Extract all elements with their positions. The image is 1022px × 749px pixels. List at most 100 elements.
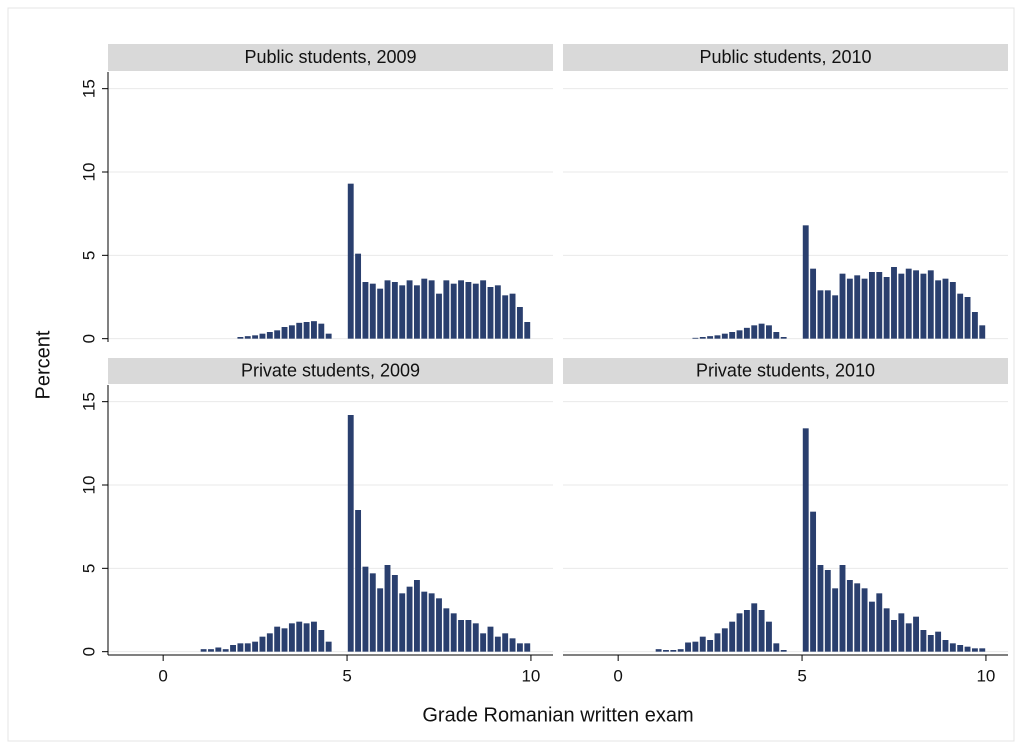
x-tick-label: 5 [797,666,806,685]
bar [288,325,295,339]
bar [736,330,743,339]
bar [259,636,266,652]
y-tick-label: 5 [79,564,98,573]
bar [891,620,897,652]
bar [458,280,464,339]
bar [766,621,772,652]
bar [524,322,531,339]
bar [325,333,332,339]
bar [714,335,721,339]
bar [362,282,369,339]
bar [780,650,787,652]
bar [266,332,273,339]
bar [274,626,281,652]
bar [957,293,964,339]
bar [898,273,905,339]
bar [369,283,376,339]
bar [502,633,509,652]
bar [413,580,420,652]
bar [670,650,677,652]
bar [215,647,222,652]
panel-header [108,44,553,71]
bar [743,327,750,339]
y-tick-label: 10 [79,163,98,182]
bar [832,588,839,652]
bar [384,280,391,339]
bar [736,613,743,652]
bar [817,290,824,339]
bar [905,268,912,339]
bar [824,570,831,652]
bar [861,278,868,339]
bar [252,641,259,652]
bar [347,183,354,339]
bar [421,591,428,652]
bar [472,623,479,652]
bar [729,332,736,339]
bar [846,580,853,652]
bar [913,616,919,652]
bar [861,588,868,652]
bar [699,337,706,339]
bar [436,293,442,339]
bar [927,635,934,652]
bar [905,623,912,652]
bar [487,626,494,652]
bar [436,598,442,652]
bar [824,290,831,339]
bar [663,650,669,652]
bar [854,275,861,339]
panel-title: Private students, 2009 [241,360,420,380]
bar [949,282,956,339]
bar [780,337,787,339]
bar [721,628,728,652]
panel-title: Private students, 2010 [696,360,875,380]
bar [802,225,809,339]
y-tick-label: 5 [79,251,98,260]
x-tick-label: 0 [158,666,167,685]
bar [465,282,472,339]
bar [913,270,919,339]
bar [494,285,501,339]
bar [494,636,501,652]
bar [222,649,229,652]
bar [487,287,494,339]
bar [208,649,214,652]
bar [751,325,758,339]
bar [942,278,949,339]
bar [920,273,927,339]
bar [406,280,413,339]
bar [274,330,281,339]
bar [230,645,236,652]
bar [399,593,406,652]
bar [839,565,846,652]
bar [428,593,435,652]
bar [942,640,949,652]
bar [472,283,479,339]
bar [465,620,472,652]
bar [347,415,354,652]
bar [362,566,369,652]
bar [391,575,398,652]
bar [832,295,839,339]
bar [458,620,464,652]
bar [714,633,721,652]
bar [685,642,691,652]
bar [237,643,244,652]
bar [259,333,266,339]
bar [318,323,325,339]
bar [252,335,259,339]
bar [384,565,391,652]
y-axis-label: Percent [32,330,54,399]
bar [413,285,420,339]
bar [200,649,207,652]
bar [729,621,736,652]
bar [964,297,971,339]
bar [949,643,956,652]
bar [516,307,523,339]
bar [758,323,765,339]
bar [421,278,428,339]
bar [443,280,450,339]
bar [868,601,875,652]
